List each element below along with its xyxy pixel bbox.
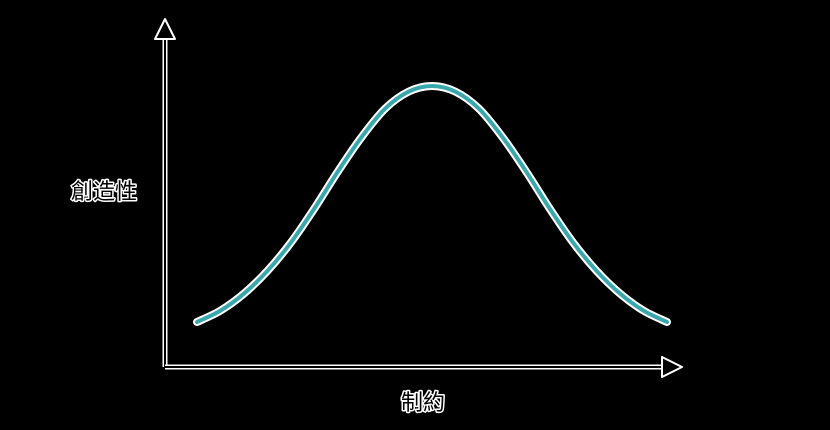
series-line-outline	[193, 81, 671, 326]
series-layer	[193, 81, 671, 326]
axes	[154, 18, 683, 378]
x-axis-arrow	[661, 356, 683, 378]
y-axis-label: 創造性	[71, 180, 137, 205]
series-line	[195, 83, 669, 324]
x-axis-label: 制約	[401, 391, 445, 416]
y-axis-arrow	[154, 18, 176, 40]
